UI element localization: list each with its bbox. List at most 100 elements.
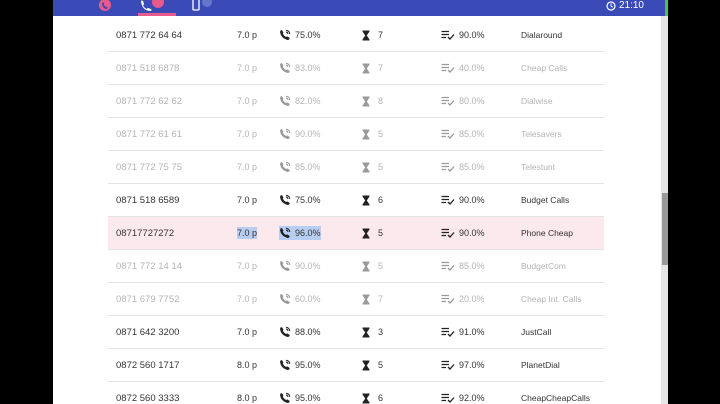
phone-success-icon	[280, 95, 291, 106]
wait-time-text: 7	[378, 63, 384, 73]
phone-number: 0871 772 62 62	[116, 85, 182, 117]
phone-number: 0871 772 64 64	[116, 19, 182, 51]
success-rate: 88.0%	[279, 316, 321, 348]
price-text: 8.0 p	[237, 360, 258, 370]
phone-number: 0872 560 3333	[116, 382, 179, 404]
success-rate-text: 96.0%	[295, 228, 321, 238]
phone-success-icon	[280, 29, 291, 40]
phone-number: 0871 772 75 75	[116, 151, 182, 183]
quality-text: 20.0%	[459, 294, 485, 304]
quality-list-icon	[441, 63, 455, 73]
quality-text: 85.0%	[459, 261, 485, 271]
provider: Cheap Int. Calls	[521, 283, 581, 315]
hourglass-icon	[362, 96, 370, 106]
price: 7.0 p	[237, 52, 257, 84]
tab-mobile[interactable]	[188, 0, 218, 16]
wait-time: 5	[362, 349, 383, 381]
success-rate-text: 83.0%	[295, 63, 321, 73]
phone-success-icon	[280, 359, 291, 370]
tab-blocked[interactable]	[91, 0, 121, 16]
table-row[interactable]: 0871 679 7752 7.0 p 60.0% 7 20.0% Cheap Int. …	[108, 283, 604, 316]
price: 7.0 p	[237, 85, 257, 117]
price-text: 7.0 p	[237, 327, 258, 337]
price: 7.0 p	[237, 283, 257, 315]
price-text: 7.0 p	[237, 129, 258, 139]
provider-text: CheapCheapCalls	[521, 393, 590, 403]
provider-text: BudgetCom	[521, 261, 566, 271]
phone-success-icon	[280, 260, 291, 271]
table-row[interactable]: 0871 772 64 64 7.0 p 75.0% 7 90.0% Dialaround	[108, 19, 604, 52]
phone-success-icon	[280, 326, 291, 337]
hourglass-icon	[362, 228, 370, 238]
table-row[interactable]: 0872 560 3333 8.0 p 95.0% 6 92.0% CheapCheapC…	[108, 382, 604, 404]
wait-time-text: 5	[378, 360, 384, 370]
mobile-phone-icon	[192, 0, 212, 11]
wait-time: 5	[362, 250, 383, 282]
wait-time-text: 5	[378, 129, 384, 139]
provider: Dialaround	[521, 19, 562, 51]
table-row[interactable]: 08717727272 7.0 p 96.0% 5 90.0% Phone Cheap	[108, 217, 604, 250]
success-rate-text: 85.0%	[295, 162, 321, 172]
phone-number: 0871 642 3200	[116, 316, 179, 348]
success-rate-text: 95.0%	[295, 393, 321, 403]
provider-text: PlanetDial	[521, 360, 560, 370]
table-row[interactable]: 0871 772 61 61 7.0 p 90.0% 5 85.0% Telesavers	[108, 118, 604, 151]
success-rate-text: 90.0%	[295, 261, 321, 271]
success-rate: 83.0%	[279, 52, 321, 84]
quality-list-icon	[441, 360, 455, 370]
price-text: 8.0 p	[237, 393, 258, 403]
price-text: 7.0 p	[237, 30, 258, 40]
provider: Cheap Calls	[521, 52, 567, 84]
success-rate: 60.0%	[279, 283, 321, 315]
provider: CheapCheapCalls	[521, 382, 590, 404]
app-window: 21:10 0871 772 64 64 7.0 p 75.0% 7 90.0% Dial…	[53, 0, 668, 404]
phone-number-text: 0871 772 64 64	[116, 29, 183, 41]
quality-text: 85.0%	[459, 129, 485, 139]
wait-time: 7	[362, 283, 383, 315]
provider: Telesavers	[521, 118, 562, 150]
quality: 90.0%	[441, 184, 485, 216]
scrollbar-thumb[interactable]	[662, 193, 668, 265]
quality-list-icon	[441, 393, 455, 403]
phone-success-icon	[280, 128, 291, 139]
phone-number-text: 08717727272	[116, 227, 175, 239]
table-row[interactable]: 0871 772 62 62 7.0 p 82.0% 8 80.0% Dialwise	[108, 85, 604, 118]
table-row[interactable]: 0871 518 6878 7.0 p 83.0% 7 40.0% Cheap Calls	[108, 52, 604, 85]
quality: 80.0%	[441, 85, 485, 117]
table-row[interactable]: 0872 560 1717 8.0 p 95.0% 5 97.0% PlanetDial	[108, 349, 604, 382]
phone-number-text: 0871 642 3200	[116, 326, 180, 338]
hourglass-icon	[362, 294, 370, 304]
hourglass-icon	[362, 195, 370, 205]
table-row[interactable]: 0871 772 14 14 7.0 p 90.0% 5 85.0% BudgetCom	[108, 250, 604, 283]
wait-time-text: 3	[378, 327, 384, 337]
quality-text: 90.0%	[459, 195, 485, 205]
success-rate-text: 75.0%	[295, 195, 321, 205]
wait-time-text: 8	[378, 96, 384, 106]
phone-number-text: 0871 679 7752	[116, 293, 180, 305]
table-row[interactable]: 0871 642 3200 7.0 p 88.0% 3 91.0% JustCall	[108, 316, 604, 349]
wait-time: 5	[362, 118, 383, 150]
provider: BudgetCom	[521, 250, 566, 282]
provider: Phone Cheap	[521, 217, 573, 249]
success-rate-text: 75.0%	[295, 30, 321, 40]
provider-text: Phone Cheap	[521, 228, 573, 238]
phone-success-icon	[280, 227, 291, 238]
table-row[interactable]: 0871 518 6589 7.0 p 75.0% 6 90.0% Budget Call…	[108, 184, 604, 217]
tab-calls[interactable]	[138, 0, 168, 16]
wait-time: 8	[362, 85, 383, 117]
quality: 85.0%	[441, 151, 485, 183]
scrollbar[interactable]	[661, 16, 668, 404]
provider-text: Telesavers	[521, 129, 562, 139]
top-app-bar: 21:10	[53, 0, 668, 16]
phone-number-text: 0871 518 6589	[116, 194, 180, 206]
provider-text: Cheap Int. Calls	[521, 294, 582, 304]
quality-list-icon	[441, 96, 455, 106]
phone-success-icon	[280, 392, 291, 403]
wait-time: 7	[362, 52, 383, 84]
provider: Dialwise	[521, 85, 553, 117]
phone-number: 0871 772 14 14	[116, 250, 182, 282]
price-text: 7.0 p	[237, 96, 258, 106]
wait-time: 3	[362, 316, 383, 348]
table-row[interactable]: 0871 772 75 75 7.0 p 85.0% 5 85.0% Telestunt	[108, 151, 604, 184]
price: 8.0 p	[237, 349, 257, 381]
